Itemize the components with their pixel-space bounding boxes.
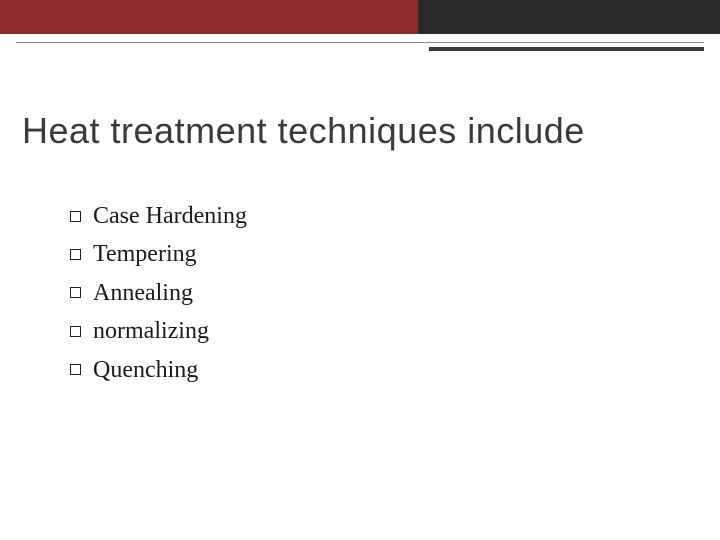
divider: [16, 42, 704, 51]
header-bar-dark: [418, 0, 720, 34]
square-bullet-icon: [70, 287, 81, 298]
list-item-label: normalizing: [93, 315, 209, 347]
list-item-label: Quenching: [93, 354, 198, 386]
square-bullet-icon: [70, 211, 81, 222]
header-bar: [0, 0, 720, 34]
slide: Heat treatment techniques include Case H…: [0, 0, 720, 540]
divider-thin: [16, 42, 704, 43]
divider-thick: [429, 47, 704, 51]
square-bullet-icon: [70, 249, 81, 260]
list-item: Tempering: [70, 238, 247, 270]
list-item: Case Hardening: [70, 200, 247, 232]
list-item-label: Tempering: [93, 238, 197, 270]
header-bar-red: [0, 0, 418, 34]
list-item: Annealing: [70, 277, 247, 309]
slide-title: Heat treatment techniques include: [22, 110, 585, 152]
square-bullet-icon: [70, 364, 81, 375]
list-item-label: Case Hardening: [93, 200, 247, 232]
list-item: Quenching: [70, 354, 247, 386]
list-item-label: Annealing: [93, 277, 193, 309]
bullet-list: Case Hardening Tempering Annealing norma…: [70, 200, 247, 392]
square-bullet-icon: [70, 326, 81, 337]
list-item: normalizing: [70, 315, 247, 347]
